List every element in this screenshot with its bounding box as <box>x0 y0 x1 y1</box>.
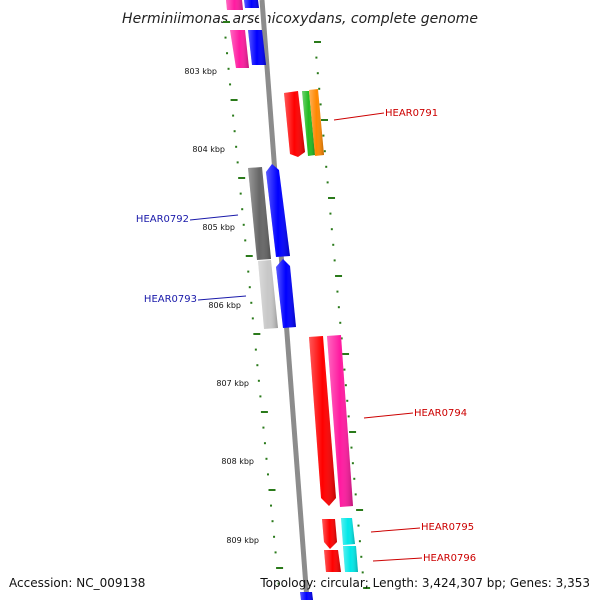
accession-text: Accession: NC_009138 <box>9 576 145 590</box>
leader-line-hear0791 <box>333 112 385 121</box>
gene-feature-hear0792-shading <box>248 167 271 260</box>
kbp-label-807: 807 kbp <box>216 379 249 388</box>
gene-label-hear0794[interactable]: HEAR0794 <box>414 408 467 419</box>
gene-label-hear0792[interactable]: HEAR0792 <box>136 214 189 225</box>
gene-feature-orange-shading <box>309 89 324 156</box>
gene-label-hear0796[interactable]: HEAR0796 <box>423 553 476 564</box>
kbp-label-804: 804 kbp <box>192 145 225 154</box>
gene-feature-blue-top-partial-shading <box>244 0 259 8</box>
gene-feature-blue-806-shading <box>276 259 296 328</box>
gene-label-hear0791[interactable]: HEAR0791 <box>385 108 438 119</box>
gene-label-hear0793[interactable]: HEAR0793 <box>144 294 197 305</box>
kbp-label-808: 808 kbp <box>221 457 254 466</box>
leader-line-hear0794 <box>363 412 414 419</box>
gene-feature-blue-bottom-shading <box>300 592 313 600</box>
kbp-label-803: 803 kbp <box>184 67 217 76</box>
gene-feature-hear0793-shading <box>258 260 278 329</box>
gene-feature-blue-top-shading <box>248 30 266 65</box>
leader-line-hear0796 <box>372 557 423 562</box>
kbp-label-809: 809 kbp <box>226 536 259 545</box>
gene-features <box>226 0 358 600</box>
map-title: Herminiimonas arsenicoxydans, complete g… <box>122 11 478 27</box>
gene-feature-cyan-1-shading <box>341 518 355 545</box>
kbp-label-805: 805 kbp <box>202 223 235 232</box>
topology-text: Topology: circular; Length: 3,424,307 bp… <box>259 576 590 590</box>
gene-label-hear0795[interactable]: HEAR0795 <box>421 522 474 533</box>
gene-feature-hear0791-shading <box>284 91 305 157</box>
gene-feature-blue-805-shading <box>266 164 290 257</box>
gene-feature-hear0794-shading <box>309 336 336 506</box>
gene-feature-magenta-top-shading <box>230 30 249 68</box>
leader-line-hear0795 <box>370 527 421 533</box>
gene-feature-hear0795-shading <box>322 519 337 549</box>
gene-feature-magenta-top-partial-shading <box>226 0 243 10</box>
gene-feature-magenta-808-shading <box>327 335 353 507</box>
kbp-ruler: 803 kbp 804 kbp 805 kbp 806 kbp 807 kbp … <box>184 67 259 545</box>
gene-labels: HEAR0791 HEAR0792 HEAR0793 HEAR0794 HEAR… <box>136 108 476 564</box>
tick-marks <box>223 21 371 589</box>
leader-line-hear0793 <box>197 295 247 301</box>
leader-line-hear0792 <box>189 214 239 221</box>
gene-feature-green-shading <box>302 91 315 156</box>
gene-feature-hear0796-shading <box>324 550 341 572</box>
kbp-label-806: 806 kbp <box>208 301 241 310</box>
gene-feature-cyan-2-shading <box>343 546 358 572</box>
